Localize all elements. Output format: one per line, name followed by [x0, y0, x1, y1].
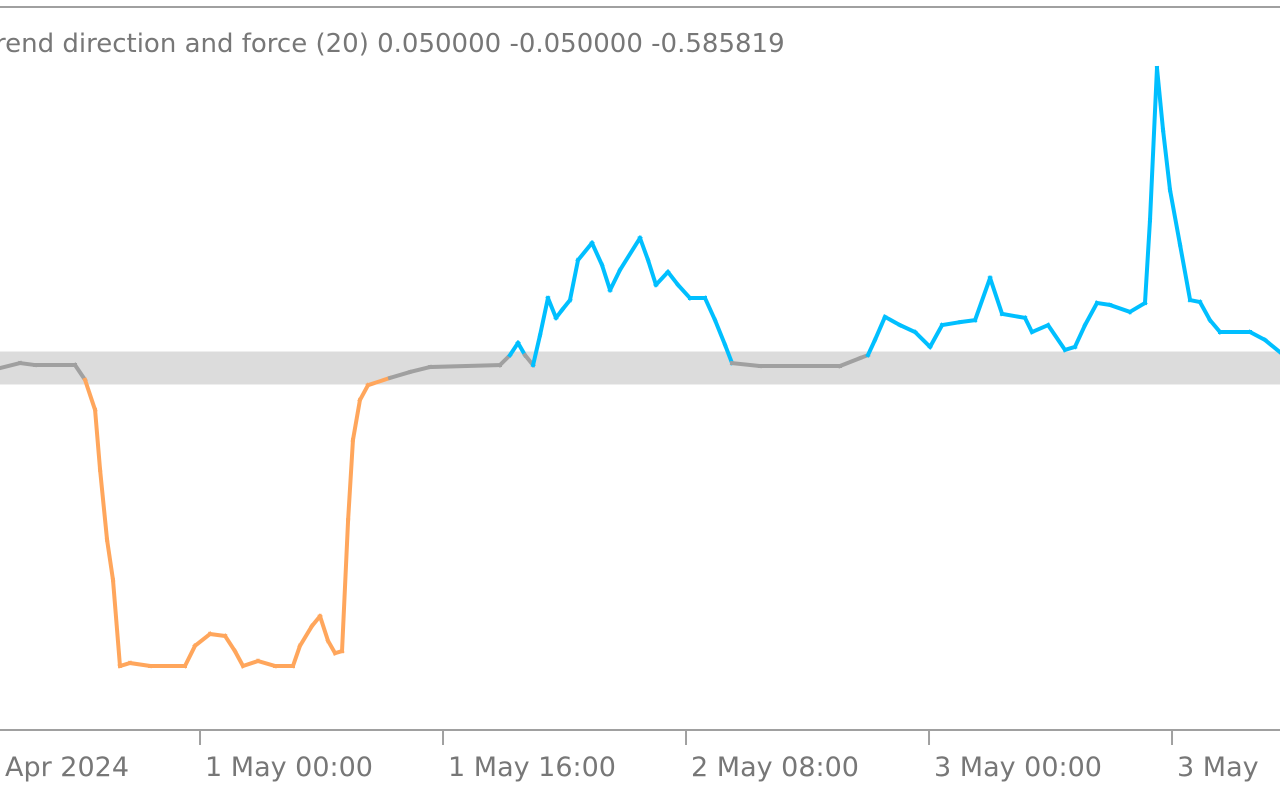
line-segment [1177, 242, 1193, 303]
line-segment [637, 235, 651, 263]
line-segment [1127, 300, 1148, 315]
line-segment [357, 382, 371, 403]
line-segment [897, 322, 918, 335]
line-segment [104, 537, 116, 583]
line-segment [240, 658, 261, 669]
line-segment [365, 375, 393, 388]
line-segment [1107, 302, 1133, 315]
line-segment [110, 577, 123, 669]
line-segment [545, 295, 559, 321]
line-segment [530, 332, 543, 368]
x-tick-label: 1 May 00:00 [205, 752, 373, 783]
line-segment [675, 282, 693, 301]
line-segment [325, 638, 338, 656]
line-segment [1142, 218, 1153, 306]
line-segment [1247, 329, 1268, 343]
line-segment [290, 643, 303, 669]
line-segment [92, 407, 103, 473]
indicator-name: rend direction and force (20) [0, 29, 369, 59]
line-segment [1160, 127, 1173, 193]
line-segment [957, 317, 978, 325]
x-tick-label: 3 May 00:00 [934, 752, 1102, 783]
line-segment [1082, 300, 1100, 328]
line-segment [1167, 187, 1183, 248]
line-segment [345, 437, 356, 523]
line-segment [599, 262, 613, 293]
level-band [0, 351, 1280, 385]
line-segment [1262, 337, 1280, 355]
x-tick-label: Apr 2024 [5, 752, 129, 783]
line-segment [339, 518, 351, 654]
line-segment [1029, 322, 1051, 335]
line-segment [702, 295, 718, 323]
line-segment [1072, 322, 1088, 350]
line-segment [515, 340, 528, 358]
line-segment [255, 658, 278, 669]
line-segment [987, 275, 1005, 317]
line-segment [927, 322, 945, 350]
line-segment [192, 631, 213, 649]
line-segment [497, 352, 513, 368]
line-segment [837, 355, 863, 369]
line-segment [182, 643, 198, 669]
line-segment [507, 340, 521, 358]
line-segment [232, 648, 246, 669]
line-segment [589, 240, 605, 268]
x-tick-label: 1 May 16:00 [448, 752, 616, 783]
line-segment [72, 362, 88, 383]
line-segment [317, 613, 331, 644]
line-segment [567, 257, 581, 303]
line-segment [912, 329, 933, 350]
line-segment [722, 342, 735, 366]
line-segment [939, 319, 963, 328]
line-segment [350, 397, 363, 443]
line-segment [537, 295, 551, 338]
line-segment [82, 377, 98, 413]
level-label: 0.050000 [377, 29, 501, 59]
line-segment [872, 314, 888, 343]
line-segment [387, 369, 413, 381]
line-segment [407, 364, 433, 375]
line-segment [97, 467, 110, 543]
line-segment [645, 257, 659, 288]
line-segment [427, 362, 503, 370]
line-segment [653, 269, 671, 288]
indicator-title: rend direction and force (20) 0.050000 -… [0, 29, 785, 59]
last-value: -0.585819 [651, 29, 784, 59]
line-segment [729, 360, 763, 369]
line-segment [1154, 65, 1166, 133]
line-segment [127, 660, 153, 669]
line-segment [865, 337, 878, 358]
line-segment [712, 317, 728, 348]
line-segment [1045, 322, 1068, 353]
line-segment [575, 240, 595, 263]
line-segment [617, 235, 643, 273]
x-tick-label: 3 May [1177, 752, 1259, 783]
line-segment [0, 360, 23, 371]
line-segment [222, 633, 238, 654]
line-segment [665, 269, 681, 288]
line-segment [972, 275, 993, 323]
line-segment [17, 360, 38, 368]
line-segment [1094, 300, 1113, 308]
line-segment [882, 314, 903, 328]
line-segment [1022, 315, 1035, 335]
line-segment [1147, 65, 1160, 223]
line-segment [1197, 299, 1213, 323]
line-segment [999, 311, 1028, 321]
line-segment [607, 267, 623, 293]
level-label: -0.050000 [509, 29, 642, 59]
line-segment [297, 623, 315, 649]
x-tick-label: 2 May 08:00 [691, 752, 859, 783]
